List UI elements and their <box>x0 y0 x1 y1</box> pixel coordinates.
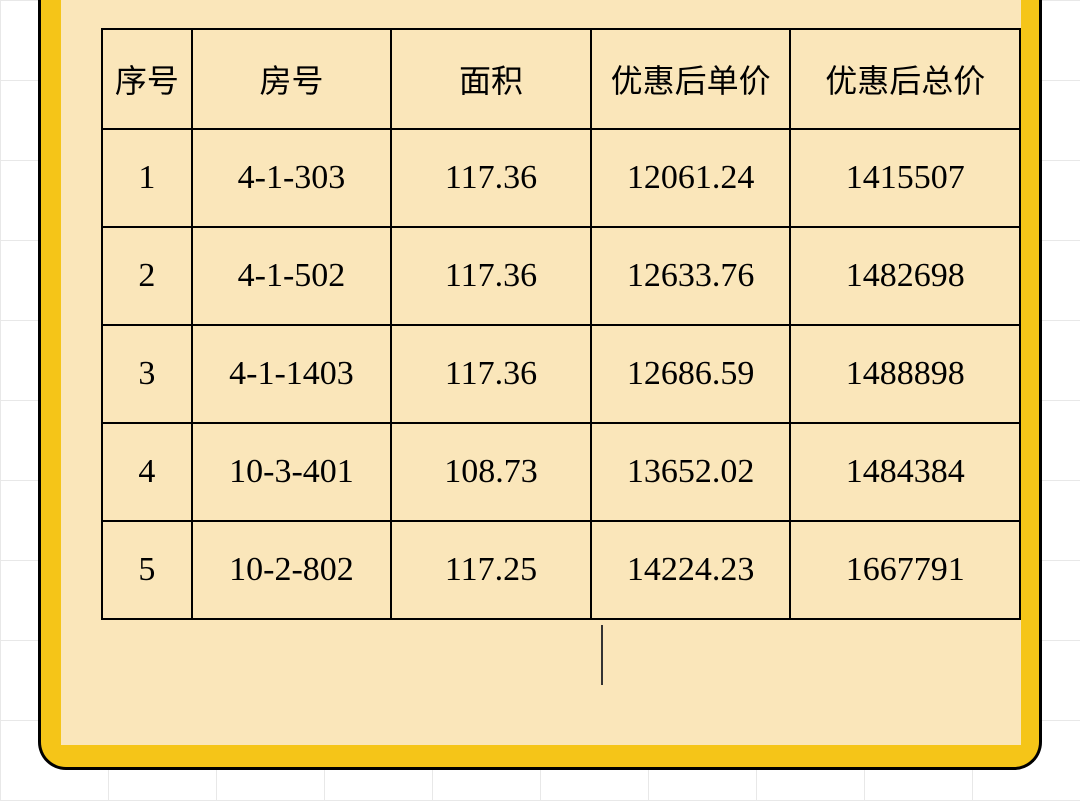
cell-total-price: 1484384 <box>790 423 1020 521</box>
column-header-total-price: 优惠后总价 <box>790 29 1020 129</box>
cell-unit-price: 13652.02 <box>591 423 791 521</box>
cell-area: 117.36 <box>391 227 591 325</box>
cell-room: 4-1-1403 <box>192 325 391 423</box>
cell-seq: 5 <box>102 521 192 619</box>
table-body: 1 4-1-303 117.36 12061.24 1415507 2 4-1-… <box>102 129 1020 619</box>
outer-frame: 序号 房号 面积 优惠后单价 优惠后总价 1 4-1-303 117.36 12… <box>38 0 1042 770</box>
cell-unit-price: 12686.59 <box>591 325 791 423</box>
cell-area: 117.36 <box>391 129 591 227</box>
column-header-room: 房号 <box>192 29 391 129</box>
cell-area: 117.25 <box>391 521 591 619</box>
inner-panel: 序号 房号 面积 优惠后单价 优惠后总价 1 4-1-303 117.36 12… <box>61 0 1021 745</box>
cell-room: 10-3-401 <box>192 423 391 521</box>
text-cursor-icon <box>601 625 603 685</box>
column-header-seq: 序号 <box>102 29 192 129</box>
cell-total-price: 1482698 <box>790 227 1020 325</box>
cell-seq: 3 <box>102 325 192 423</box>
table-row: 1 4-1-303 117.36 12061.24 1415507 <box>102 129 1020 227</box>
table-header-row: 序号 房号 面积 优惠后单价 优惠后总价 <box>102 29 1020 129</box>
cell-unit-price: 14224.23 <box>591 521 791 619</box>
cell-room: 4-1-303 <box>192 129 391 227</box>
table-row: 2 4-1-502 117.36 12633.76 1482698 <box>102 227 1020 325</box>
cell-total-price: 1667791 <box>790 521 1020 619</box>
column-header-unit-price: 优惠后单价 <box>591 29 791 129</box>
cell-room: 4-1-502 <box>192 227 391 325</box>
cell-total-price: 1488898 <box>790 325 1020 423</box>
cell-seq: 4 <box>102 423 192 521</box>
price-table: 序号 房号 面积 优惠后单价 优惠后总价 1 4-1-303 117.36 12… <box>101 28 1021 620</box>
table-row: 3 4-1-1403 117.36 12686.59 1488898 <box>102 325 1020 423</box>
cell-area: 117.36 <box>391 325 591 423</box>
table-row: 4 10-3-401 108.73 13652.02 1484384 <box>102 423 1020 521</box>
cell-seq: 2 <box>102 227 192 325</box>
cell-total-price: 1415507 <box>790 129 1020 227</box>
cell-unit-price: 12633.76 <box>591 227 791 325</box>
cell-unit-price: 12061.24 <box>591 129 791 227</box>
table-row: 5 10-2-802 117.25 14224.23 1667791 <box>102 521 1020 619</box>
column-header-area: 面积 <box>391 29 591 129</box>
cell-room: 10-2-802 <box>192 521 391 619</box>
cell-area: 108.73 <box>391 423 591 521</box>
cell-seq: 1 <box>102 129 192 227</box>
